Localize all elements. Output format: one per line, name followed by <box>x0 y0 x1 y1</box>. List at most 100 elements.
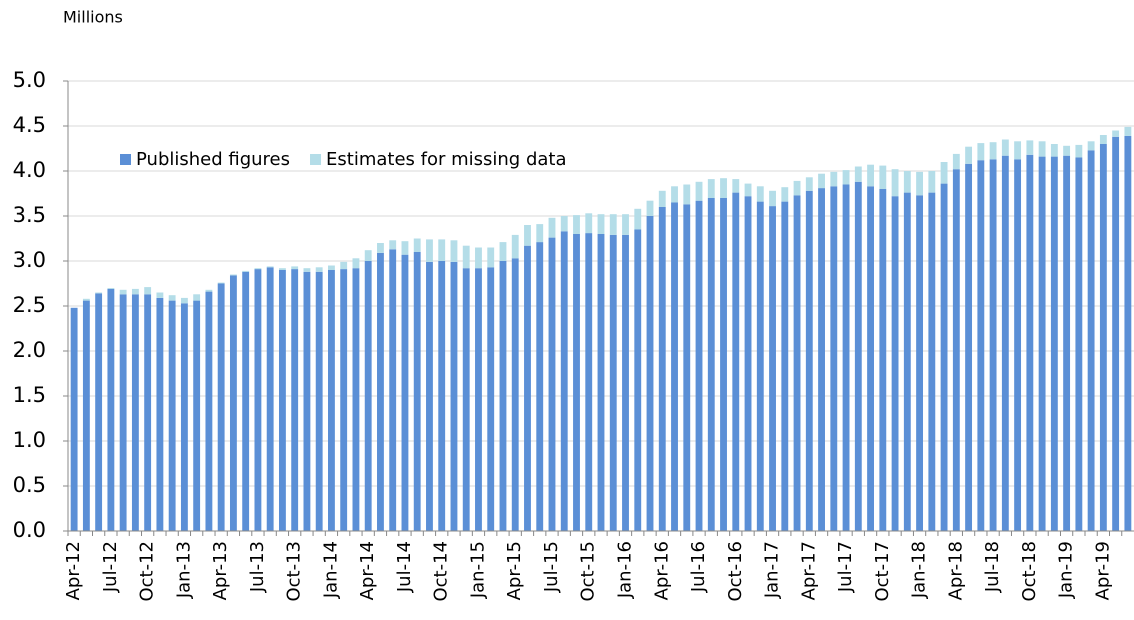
bar-segment <box>867 186 874 532</box>
bar-segment <box>756 186 764 202</box>
bar-segment <box>524 245 531 531</box>
bar-segment <box>438 261 446 531</box>
bar-segment <box>180 303 188 531</box>
bar-segment <box>658 190 666 207</box>
bar-segment <box>879 165 887 189</box>
legend-swatch <box>310 154 322 165</box>
x-tick-label: Jul-13 <box>247 541 268 593</box>
bar-segment <box>303 268 311 272</box>
bar-segment <box>426 239 433 262</box>
bar-segment <box>867 164 874 187</box>
bar-segment <box>891 169 899 197</box>
x-tick-label: Oct-13 <box>284 541 305 602</box>
bar-segment <box>842 170 850 185</box>
bar-segment <box>524 225 531 246</box>
bar-segment <box>1038 156 1046 531</box>
bar-segment <box>487 267 495 531</box>
x-tick-label: Oct-18 <box>1019 541 1040 602</box>
bar-segment <box>830 186 838 532</box>
bar-segment <box>156 292 164 298</box>
x-tick-label: Oct-14 <box>431 541 452 602</box>
x-tick-label: Jul-12 <box>100 541 121 593</box>
bar-segment <box>952 169 960 531</box>
bar-segment <box>1026 154 1034 532</box>
x-tick-label: Apr-19 <box>1092 541 1113 600</box>
x-tick-label: Jan-16 <box>615 541 636 599</box>
bar-segment <box>793 180 801 196</box>
bar-segment <box>1087 141 1095 151</box>
bar-segment <box>389 240 397 250</box>
bar-segment <box>144 294 152 531</box>
x-tick-label: Jan-14 <box>320 541 341 599</box>
bar-segment <box>1099 144 1107 531</box>
bar-segment <box>573 215 580 234</box>
y-tick-label: 4.0 <box>13 158 46 182</box>
bar-segment <box>805 177 813 191</box>
bar-segment <box>475 268 482 531</box>
bar-segment <box>940 162 948 184</box>
bar-segment <box>1124 126 1132 136</box>
bar-segment <box>560 231 568 532</box>
bar-segment <box>413 252 421 531</box>
bar-segment <box>377 252 384 531</box>
bar-segment <box>769 206 776 531</box>
bar-segment <box>658 207 666 531</box>
bar-segment <box>193 300 201 531</box>
bar-segment <box>695 200 703 531</box>
legend-label: Published figures <box>136 149 290 170</box>
bar-segment <box>95 292 103 294</box>
bar-segment <box>928 171 936 193</box>
bar-segment <box>1087 150 1095 532</box>
x-tick-label: Apr-13 <box>210 541 231 600</box>
bar-segment <box>1050 144 1058 157</box>
bar-segment <box>217 282 225 284</box>
bar-segment <box>952 153 960 170</box>
bar-segment <box>242 271 250 531</box>
bar-segment <box>744 196 752 531</box>
x-tick-label: Jan-17 <box>762 541 783 599</box>
bar-segment <box>450 240 458 262</box>
bar-segment <box>977 143 985 161</box>
y-tick-label: 0.5 <box>13 473 46 497</box>
bar-segment <box>756 201 764 531</box>
bar-segment <box>609 234 617 531</box>
bar-segment <box>438 239 446 261</box>
bar-segment <box>401 254 409 531</box>
bar-segment <box>683 184 691 205</box>
bar-segment <box>511 234 519 259</box>
y-tick-label: 2.0 <box>13 338 46 362</box>
bar-segment <box>487 247 495 268</box>
bar-segment <box>499 261 507 531</box>
x-tick-label: Jul-15 <box>541 541 562 593</box>
bar-segment <box>413 238 421 252</box>
bar-segment <box>989 159 997 532</box>
x-tick-label: Apr-17 <box>798 541 819 600</box>
bar-segment <box>82 300 90 531</box>
y-tick-label: 3.5 <box>13 203 46 227</box>
bar-segment <box>597 234 605 531</box>
bar-segment <box>818 173 825 189</box>
x-tick-label: Jul-16 <box>688 541 709 593</box>
bar-segment <box>536 224 544 243</box>
bar-segment <box>278 268 286 270</box>
bar-segment <box>622 234 629 531</box>
y-tick-label: 1.0 <box>13 428 46 452</box>
bar-segment <box>340 261 348 270</box>
bar-segment <box>1026 140 1034 155</box>
bar-segment <box>389 249 397 532</box>
bar-segment <box>156 297 164 531</box>
y-axis-label: Millions <box>63 8 123 27</box>
x-tick-label: Apr-12 <box>63 541 84 600</box>
bar-segment <box>278 270 286 531</box>
bar-segment <box>352 258 360 269</box>
bar-segment <box>426 261 433 531</box>
bar-segment <box>634 208 642 230</box>
bar-segment <box>1063 155 1071 531</box>
bar-segment <box>793 195 801 532</box>
bar-segment <box>315 267 323 272</box>
bar-segment <box>854 166 862 182</box>
bar-segment <box>229 275 237 531</box>
bar-segment <box>475 247 482 269</box>
bar-segment <box>732 179 740 193</box>
